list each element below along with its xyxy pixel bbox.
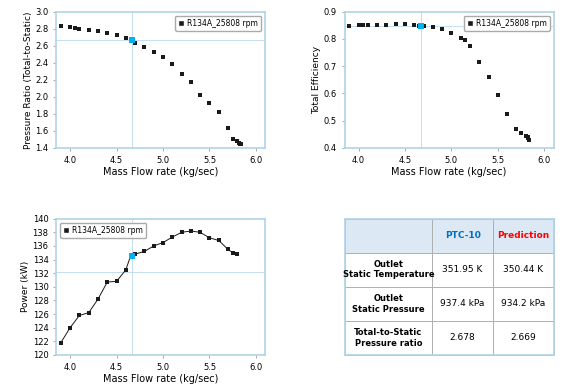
Bar — [345, 219, 432, 253]
Y-axis label: Pressure Ratio (Total-to-Static): Pressure Ratio (Total-to-Static) — [24, 11, 33, 149]
Text: 2.678: 2.678 — [450, 333, 475, 342]
Bar — [493, 253, 554, 287]
Bar — [432, 253, 493, 287]
Text: 2.669: 2.669 — [510, 333, 536, 342]
Y-axis label: Total Efficiency: Total Efficiency — [312, 46, 321, 114]
Text: 934.2 kPa: 934.2 kPa — [501, 300, 545, 308]
Bar — [345, 287, 432, 321]
X-axis label: Mass Flow rate (kg/sec): Mass Flow rate (kg/sec) — [391, 167, 507, 177]
Text: 351.95 K: 351.95 K — [442, 265, 483, 274]
Y-axis label: Power (kW): Power (kW) — [21, 261, 30, 312]
Text: 350.44 K: 350.44 K — [503, 265, 543, 274]
Legend: R134A_25808 rpm: R134A_25808 rpm — [464, 16, 550, 31]
Bar — [432, 321, 493, 355]
Text: Outlet
Static Pressure: Outlet Static Pressure — [352, 294, 425, 314]
Text: Total-to-Static
Pressure ratio: Total-to-Static Pressure ratio — [355, 328, 423, 347]
Bar — [432, 287, 493, 321]
Bar — [345, 321, 432, 355]
Text: 937.4 kPa: 937.4 kPa — [441, 300, 485, 308]
Bar — [432, 219, 493, 253]
Legend: R134A_25808 rpm: R134A_25808 rpm — [60, 223, 146, 238]
Bar — [345, 253, 432, 287]
Text: Prediction: Prediction — [497, 231, 550, 240]
X-axis label: Mass Flow rate (kg/sec): Mass Flow rate (kg/sec) — [103, 374, 219, 384]
Text: Outlet
Static Temperature: Outlet Static Temperature — [343, 260, 434, 280]
Legend: R134A_25808 rpm: R134A_25808 rpm — [175, 16, 261, 31]
Bar — [493, 219, 554, 253]
Bar — [493, 321, 554, 355]
Text: PTC-10: PTC-10 — [445, 231, 481, 240]
X-axis label: Mass Flow rate (kg/sec): Mass Flow rate (kg/sec) — [103, 167, 219, 177]
Bar — [493, 287, 554, 321]
